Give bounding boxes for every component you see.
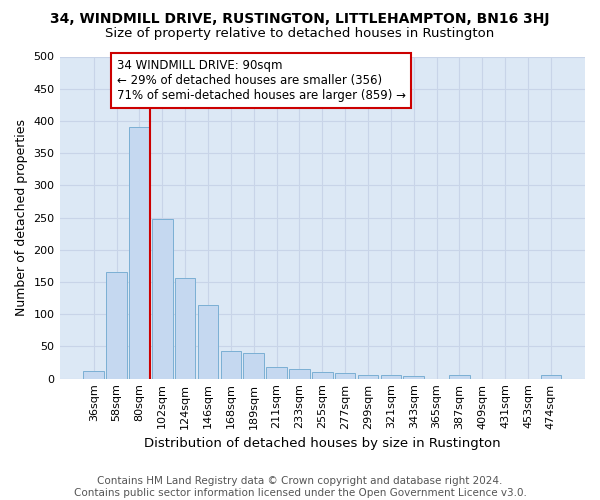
Bar — [380, 376, 401, 378]
Bar — [221, 351, 241, 378]
Bar — [403, 376, 424, 378]
Y-axis label: Number of detached properties: Number of detached properties — [15, 119, 28, 316]
Bar — [244, 353, 264, 378]
Bar — [175, 278, 196, 378]
Bar — [358, 375, 378, 378]
Bar — [129, 128, 150, 378]
Bar — [335, 373, 355, 378]
X-axis label: Distribution of detached houses by size in Rustington: Distribution of detached houses by size … — [144, 437, 500, 450]
Bar — [541, 376, 561, 378]
Bar — [152, 219, 173, 378]
Bar — [312, 372, 332, 378]
Text: 34 WINDMILL DRIVE: 90sqm
← 29% of detached houses are smaller (356)
71% of semi-: 34 WINDMILL DRIVE: 90sqm ← 29% of detach… — [116, 59, 406, 102]
Text: Contains HM Land Registry data © Crown copyright and database right 2024.
Contai: Contains HM Land Registry data © Crown c… — [74, 476, 526, 498]
Bar — [198, 305, 218, 378]
Bar — [266, 367, 287, 378]
Bar — [449, 376, 470, 378]
Bar — [289, 369, 310, 378]
Text: Size of property relative to detached houses in Rustington: Size of property relative to detached ho… — [106, 28, 494, 40]
Text: 34, WINDMILL DRIVE, RUSTINGTON, LITTLEHAMPTON, BN16 3HJ: 34, WINDMILL DRIVE, RUSTINGTON, LITTLEHA… — [50, 12, 550, 26]
Bar — [83, 371, 104, 378]
Bar — [106, 272, 127, 378]
